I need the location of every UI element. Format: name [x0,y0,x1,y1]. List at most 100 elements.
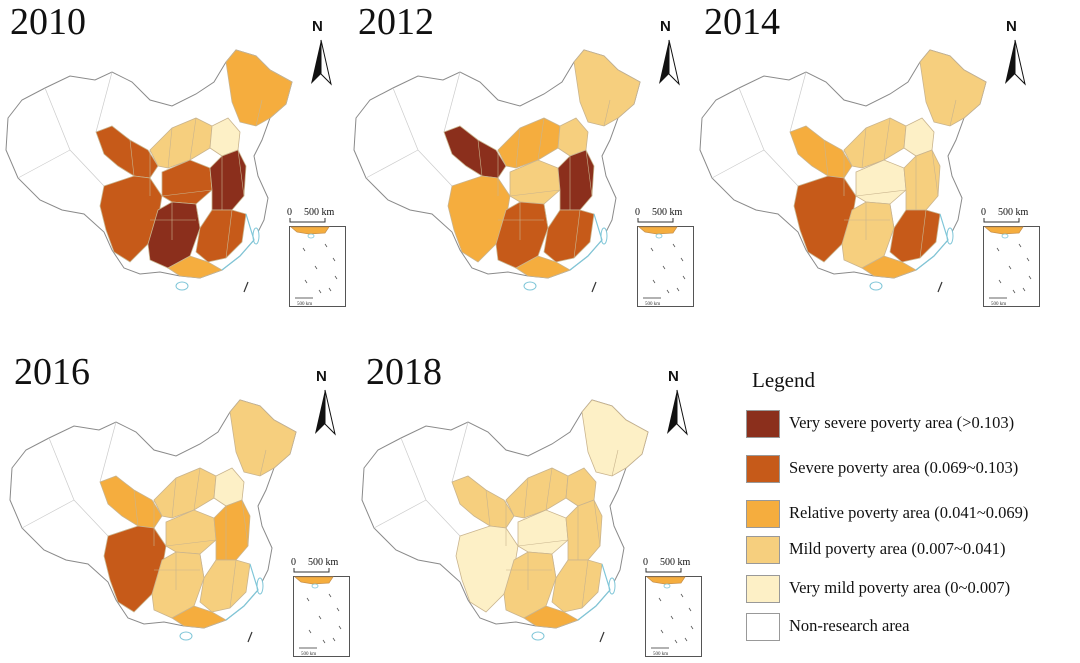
province-border [585,149,593,197]
scale-zero: 0 [635,207,640,218]
dash-line [1026,257,1030,262]
dash-line [247,631,253,643]
north-label: N [1006,18,1017,35]
coastline [225,563,259,621]
region-southeast [543,209,595,263]
inset-coast [984,226,1024,235]
scale-bar [293,568,330,573]
dash-line [996,247,1000,252]
map-panel-2018: 2018 N 0 500 km 500 km [356,350,716,657]
scale-bar [289,218,326,223]
dash-line [658,597,662,602]
dash-line [650,247,654,252]
scale-bar [983,218,1020,223]
province-border [711,71,807,187]
dash-line [1022,287,1026,292]
dash-line [666,289,670,294]
legend-item-relative: Relative poverty area (0.041~0.069) [746,500,1080,530]
year-label: 2012 [358,1,434,43]
taiwan-island [252,227,260,245]
province-border [931,149,939,197]
region-northeast [225,49,293,127]
legend-item-severe: Severe poverty area (0.069~0.103) [746,455,1080,485]
inset-coast [646,576,686,585]
inset-map: 500 km [289,218,346,307]
province-border [193,467,201,511]
dash-line [328,287,332,292]
scale-zero: 0 [287,207,292,218]
province-border [17,71,113,187]
province-border [189,117,197,161]
inset-frame [645,576,702,657]
dash-line [690,625,694,630]
region-central [517,509,569,555]
coastline [569,213,603,271]
dash-line [324,243,328,248]
dash-line [318,289,322,294]
dash-line [660,629,664,634]
region-northwest [95,125,159,179]
coastline [915,213,949,271]
dash-line [662,265,666,270]
scale-bar-label: 500 km [998,207,1029,218]
province-border [889,203,895,229]
scale-zero: 0 [643,557,648,568]
province-border [537,117,545,161]
dash-line [332,637,336,642]
region-southeast [889,209,941,263]
dash-line [680,257,684,262]
inset-island [307,233,315,239]
legend-swatch [746,613,780,641]
legend: Legend Very severe poverty area (>0.103)… [746,368,1080,643]
region-northwest [789,125,853,179]
hainan-island [175,281,189,291]
legend-swatch [746,575,780,603]
province-border [241,499,249,547]
inset-coast [294,576,334,585]
dash-line [682,275,686,280]
inset-scale-label: 500 km [297,302,312,307]
legend-label: Relative poverty area (0.041~0.069) [789,503,1029,522]
scale-bar-label: 500 km [304,207,335,218]
inset-frame [637,226,694,307]
dash-line [672,243,676,248]
region-northeast [229,399,297,477]
inset-scale-label: 500 km [301,652,316,657]
inset-island [1001,233,1009,239]
north-arrow-icon: N [662,368,692,448]
taiwan-island [608,577,616,595]
province-border [515,127,521,169]
province-border [161,189,213,197]
region-northwest [99,475,163,529]
dash-line [314,265,318,270]
province-border [611,449,619,477]
dash-line [243,281,249,293]
region-central [509,159,561,205]
legend-label: Very severe poverty area (>0.103) [789,413,1015,432]
region-northeast [919,49,987,127]
dash-line [308,629,312,634]
province-border [883,117,891,161]
legend-item-non-research: Non-research area [746,613,1080,643]
legend-swatch [746,536,780,564]
year-label: 2014 [704,1,780,43]
dash-line [306,597,310,602]
region-southeast [199,559,251,613]
north-label: N [312,18,323,35]
map-panel-2014: 2014 N 0 500 km 500 km [694,0,1054,307]
year-label: 2016 [14,351,90,393]
province-border [477,139,483,177]
province-border [603,99,611,127]
dash-line [676,287,680,292]
dash-line [937,281,943,293]
china-map [353,49,641,293]
scale-bar-label: 500 km [660,557,691,568]
coastline [577,563,611,621]
inset-frame [293,576,350,657]
north-arrow-icon: N [306,18,336,98]
china-map [361,399,649,643]
year-label: 2018 [366,351,442,393]
south-china-sea-inset: 500 km [293,568,351,658]
inset-coast [638,226,678,235]
province-border [165,539,217,547]
